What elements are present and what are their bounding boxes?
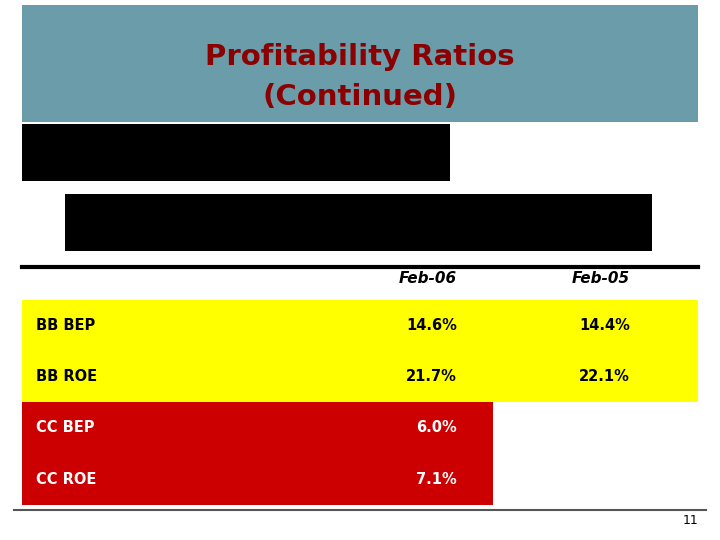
Text: Profitability Ratios: Profitability Ratios [205,43,515,71]
FancyBboxPatch shape [22,300,698,351]
Text: 11: 11 [683,514,698,526]
Text: 7.1%: 7.1% [416,472,457,487]
FancyBboxPatch shape [22,124,450,181]
Text: 6.0%: 6.0% [416,421,457,435]
FancyBboxPatch shape [22,454,493,505]
FancyBboxPatch shape [22,402,493,454]
FancyBboxPatch shape [22,5,698,122]
Text: 14.6%: 14.6% [406,318,457,333]
FancyBboxPatch shape [65,194,652,251]
Text: 22.1%: 22.1% [579,369,630,384]
Text: BB ROE: BB ROE [36,369,97,384]
Text: Feb-05: Feb-05 [572,271,630,286]
Text: CC ROE: CC ROE [36,472,96,487]
Text: 14.4%: 14.4% [579,318,630,333]
Text: (Continued): (Continued) [263,83,457,111]
Text: 21.7%: 21.7% [406,369,457,384]
Text: BB BEP: BB BEP [36,318,95,333]
FancyBboxPatch shape [22,351,698,402]
Text: Feb-06: Feb-06 [399,271,457,286]
Text: CC BEP: CC BEP [36,421,94,435]
